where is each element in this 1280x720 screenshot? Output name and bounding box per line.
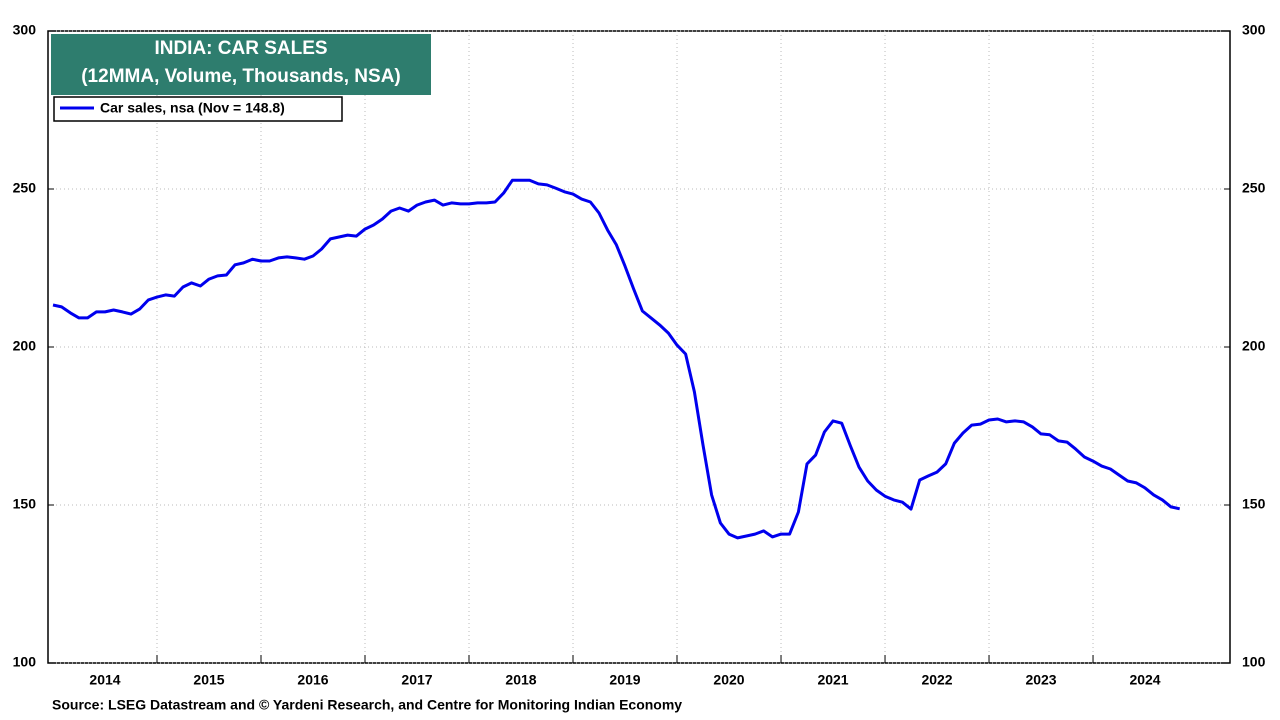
y-tick-label: 150 bbox=[13, 496, 37, 512]
x-tick-label: 2022 bbox=[921, 672, 952, 688]
x-tick-label: 2014 bbox=[89, 672, 120, 688]
line-series bbox=[52, 178, 1181, 540]
x-tick-label: 2018 bbox=[505, 672, 536, 688]
y-tick-label: 100 bbox=[13, 654, 37, 670]
x-tick-label: 2024 bbox=[1129, 672, 1160, 688]
y-tick-label: 250 bbox=[13, 180, 37, 196]
x-tick-label: 2017 bbox=[401, 672, 432, 688]
title-box bbox=[51, 34, 431, 95]
y2-tick-label: 100 bbox=[1242, 654, 1266, 670]
x-tick-label: 2015 bbox=[193, 672, 224, 688]
x-tick-label: 2021 bbox=[817, 672, 848, 688]
x-tick-label: 2016 bbox=[297, 672, 328, 688]
y2-tick-label: 150 bbox=[1242, 496, 1266, 512]
y-tick-label: 300 bbox=[13, 22, 37, 38]
legend-label: Car sales, nsa (Nov = 148.8) bbox=[100, 100, 285, 116]
source: Source: LSEG Datastream and © Yardeni Re… bbox=[52, 697, 682, 713]
chart-subtitle: (12MMA, Volume, Thousands, NSA) bbox=[81, 66, 401, 87]
y2-tick-label: 300 bbox=[1242, 22, 1266, 38]
chart-title: INDIA: CAR SALES bbox=[154, 38, 327, 59]
y2-tick-label: 250 bbox=[1242, 180, 1266, 196]
x-tick-label: 2019 bbox=[609, 672, 640, 688]
y-tick-label: 200 bbox=[13, 338, 37, 354]
y2-tick-label: 200 bbox=[1242, 338, 1266, 354]
x-tick-label: 2020 bbox=[713, 672, 744, 688]
x-tick-label: 2023 bbox=[1025, 672, 1056, 688]
legend-box bbox=[53, 96, 343, 122]
